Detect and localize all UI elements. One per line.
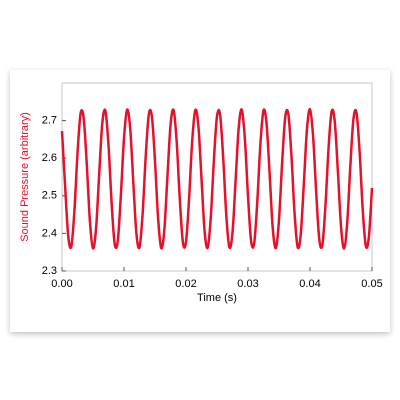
- x-tick-label: 0.00: [51, 278, 72, 290]
- x-tick-label: 0.05: [361, 278, 382, 290]
- plot-frame: [61, 82, 373, 272]
- x-tick-label: 0.04: [299, 278, 320, 290]
- x-axis-label: Time (s): [197, 292, 237, 304]
- y-axis-label: Sound Pressure (arbitrary): [19, 112, 31, 242]
- y-tick-label: 2.7: [42, 115, 57, 127]
- y-tick-label: 2.6: [42, 152, 57, 164]
- y-tick-label: 2.5: [42, 190, 57, 202]
- x-tick-label: 0.01: [113, 278, 134, 290]
- x-tick-label: 0.02: [175, 278, 196, 290]
- y-tick-label: 2.3: [42, 265, 57, 277]
- series-line: [60, 108, 374, 250]
- x-tick-label: 0.03: [237, 278, 258, 290]
- y-tick-label: 2.4: [42, 227, 57, 239]
